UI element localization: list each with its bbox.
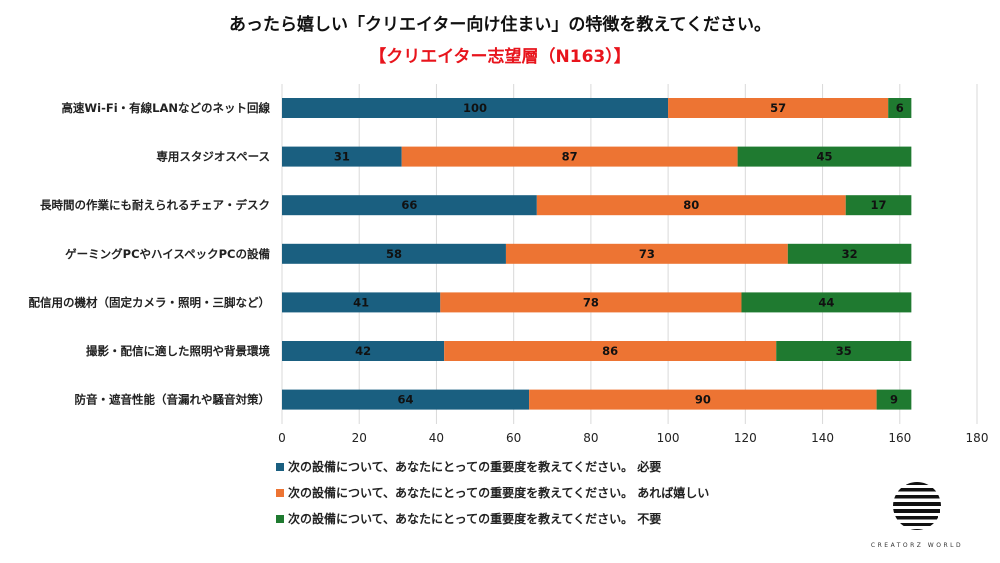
- data-label: 80: [683, 198, 699, 212]
- legend-item: 次の設備について、あなたにとっての重要度を教えてください。 不要: [276, 510, 661, 527]
- x-tick-label: 140: [811, 431, 834, 445]
- bar-segment: [668, 98, 889, 118]
- x-tick-label: 100: [657, 431, 680, 445]
- x-tick-label: 160: [888, 431, 911, 445]
- data-label: 32: [842, 247, 858, 261]
- bar-segment: [282, 341, 445, 361]
- category-label: 配信用の機材（固定カメラ・照明・三脚など）: [29, 295, 271, 309]
- x-tick-label: 60: [506, 431, 521, 445]
- data-label: 45: [816, 150, 832, 164]
- bar-segment: [282, 389, 530, 410]
- bar-segment: [741, 292, 912, 313]
- data-label: 6: [896, 101, 904, 115]
- logo-text: CREATORZ WORLD: [870, 542, 964, 549]
- data-label: 87: [562, 150, 578, 164]
- data-label: 17: [871, 198, 887, 212]
- category-label: 防音・遮音性能（音漏れや騒音対策）: [75, 393, 271, 407]
- category-label: ゲーミングPCやハイスペックPCの設備: [65, 247, 270, 261]
- x-tick-label: 0: [278, 431, 286, 445]
- legend-swatch: [276, 462, 284, 471]
- bar-segment: [505, 243, 788, 264]
- data-label: 66: [401, 198, 417, 212]
- category-label: 専用スタジオスペース: [156, 150, 270, 164]
- bar-segment: [282, 146, 402, 167]
- data-label: 57: [770, 101, 786, 115]
- legend-label: 次の設備について、あなたにとっての重要度を教えてください。 必要: [288, 460, 662, 474]
- legend-label: 次の設備について、あなたにとっての重要度を教えてください。 不要: [288, 512, 662, 526]
- data-label: 41: [353, 295, 369, 309]
- legend-item: 次の設備について、あなたにとっての重要度を教えてください。 あれば嬉しい: [276, 484, 709, 501]
- category-label: 長時間の作業にも耐えられるチェア・デスク: [40, 198, 270, 212]
- data-label: 9: [890, 393, 898, 407]
- bar-segment: [888, 98, 912, 118]
- bar-segment: [787, 243, 912, 264]
- bar-segment: [440, 292, 742, 313]
- data-label: 64: [398, 393, 414, 407]
- data-label: 90: [695, 393, 711, 407]
- x-tick-label: 20: [352, 431, 367, 445]
- legend-label: 次の設備について、あなたにとっての重要度を教えてください。 あれば嬉しい: [288, 486, 710, 500]
- bar-segment: [401, 146, 738, 167]
- legend-swatch: [276, 488, 284, 497]
- bar-segment: [536, 195, 846, 216]
- category-label: 撮影・配信に適した照明や背景環境: [86, 344, 270, 358]
- x-tick-label: 40: [429, 431, 444, 445]
- x-tick-label: 120: [734, 431, 757, 445]
- bar-segment: [876, 389, 912, 410]
- data-label: 31: [334, 150, 350, 164]
- bar-segment: [845, 195, 912, 216]
- data-label: 58: [386, 247, 402, 261]
- bar-segment: [282, 195, 537, 216]
- data-label: 100: [463, 101, 487, 115]
- bar-segment: [282, 243, 506, 264]
- bar-segment: [444, 341, 777, 361]
- data-label: 78: [583, 295, 599, 309]
- bar-segment: [529, 389, 877, 410]
- chart-title: あったら嬉しい「クリエイター向け住まい」の特徴を教えてください。: [229, 15, 771, 35]
- x-tick-label: 180: [966, 431, 989, 445]
- x-tick-label: 80: [583, 431, 598, 445]
- data-label: 44: [818, 295, 834, 309]
- legend-swatch: [276, 514, 284, 523]
- chart-subtitle: 【クリエイター志望層（N163）】: [369, 47, 631, 67]
- bar-segment: [776, 341, 912, 361]
- data-label: 73: [639, 247, 655, 261]
- logo-globe-icon: [893, 482, 941, 530]
- bar-segment: [282, 292, 441, 313]
- bar-segment: [737, 146, 912, 167]
- bar-segment: [282, 98, 669, 118]
- data-label: 42: [355, 344, 371, 358]
- data-label: 86: [602, 344, 618, 358]
- data-label: 35: [836, 344, 852, 358]
- legend-item: 次の設備について、あなたにとっての重要度を教えてください。 必要: [276, 458, 661, 475]
- logo: CREATORZ WORLD: [862, 478, 972, 549]
- category-label: 高速Wi-Fi・有線LANなどのネット回線: [61, 101, 270, 115]
